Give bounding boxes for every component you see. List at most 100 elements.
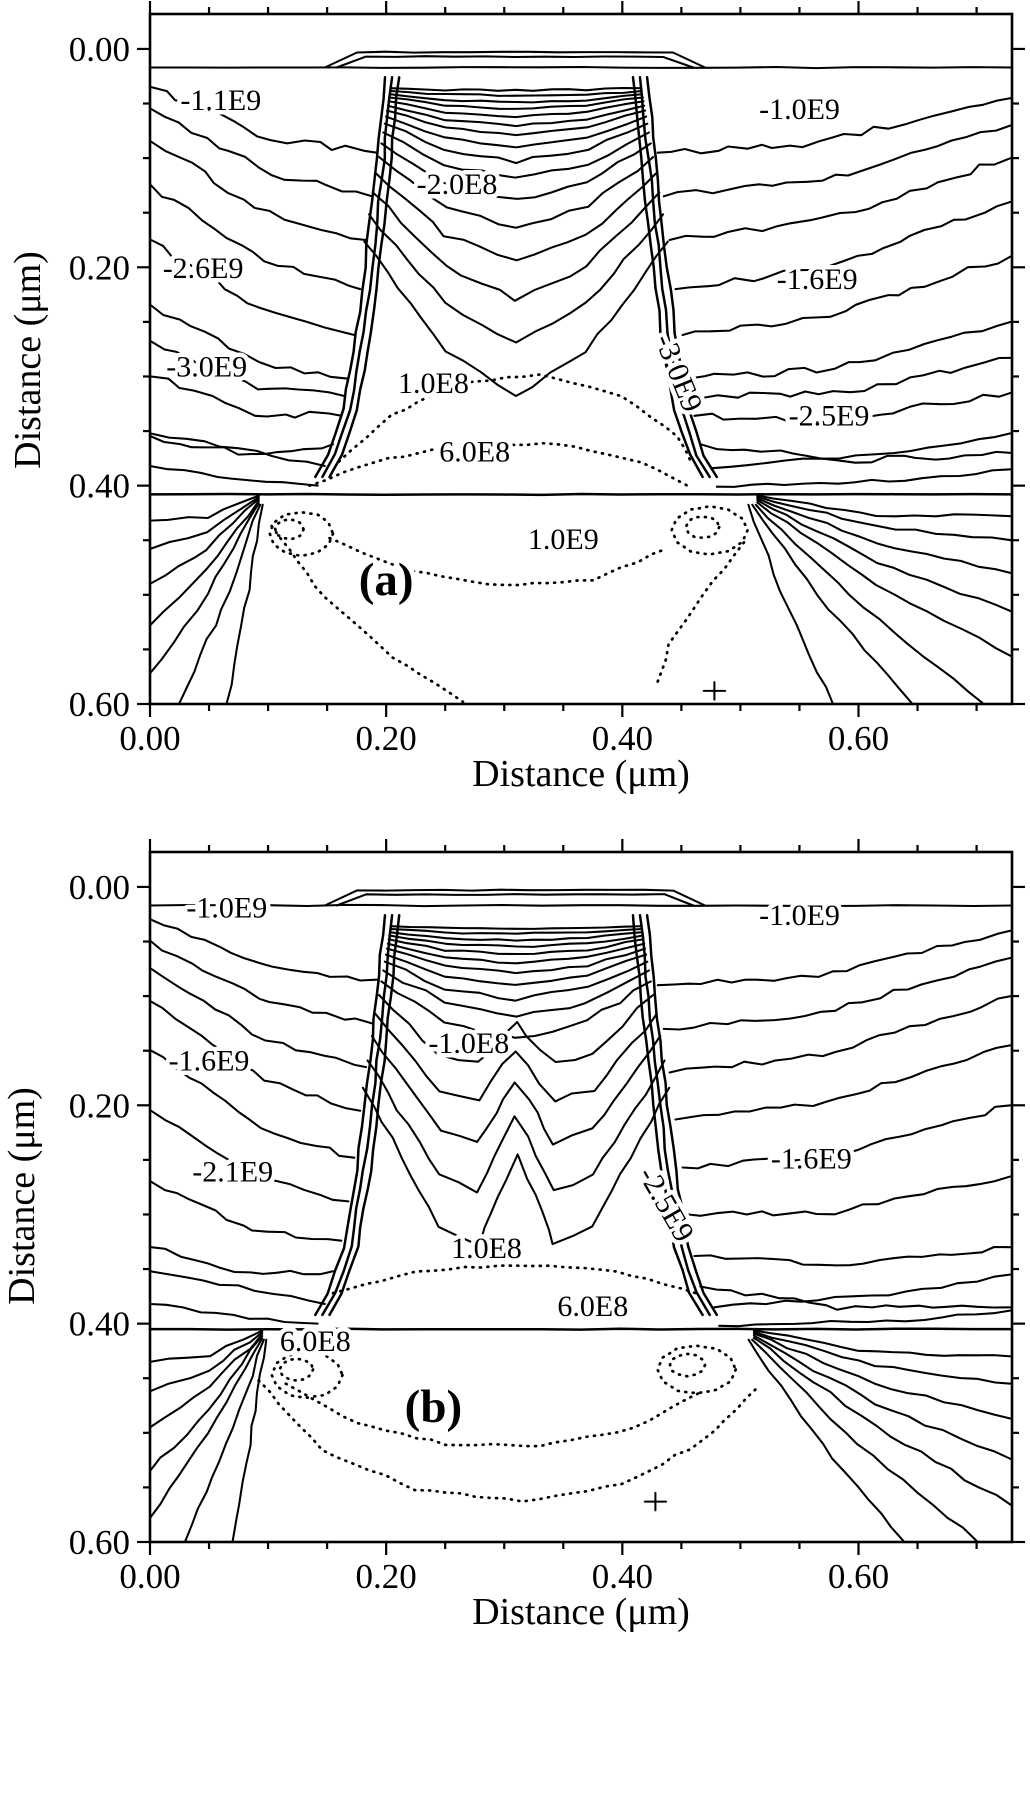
contour-line bbox=[386, 104, 646, 128]
contour-line bbox=[150, 435, 335, 456]
x-tick-label: 0.40 bbox=[592, 1557, 653, 1596]
contour-line bbox=[711, 432, 1012, 470]
contour-line bbox=[389, 925, 643, 930]
contour-line bbox=[150, 140, 368, 242]
contour-line bbox=[370, 1034, 662, 1146]
contour-line bbox=[387, 100, 645, 119]
contour-label: -2.6E9 bbox=[163, 252, 244, 285]
contour-line bbox=[148, 502, 260, 675]
contour-line-dotted bbox=[337, 373, 693, 463]
contour-line-dotted bbox=[270, 524, 465, 704]
contour-line-dotted bbox=[278, 1357, 315, 1382]
y-tick-label: 0.40 bbox=[69, 467, 130, 506]
x-tick-label: 0.40 bbox=[592, 719, 653, 758]
contour-line bbox=[363, 240, 669, 398]
contour-line bbox=[367, 213, 665, 344]
contour-line bbox=[384, 115, 648, 149]
contour-line bbox=[328, 914, 401, 1317]
contour-line bbox=[150, 375, 343, 419]
contour-line bbox=[747, 503, 834, 704]
contour-line bbox=[756, 499, 1012, 613]
contour-line bbox=[148, 1329, 264, 1363]
contour-line bbox=[383, 960, 649, 1002]
contour-line bbox=[752, 1336, 1012, 1506]
panel-letter: (a) bbox=[359, 554, 414, 606]
contour-line bbox=[754, 503, 984, 704]
contour-line bbox=[752, 1329, 1012, 1358]
contour-label: 1.0E9 bbox=[528, 523, 599, 556]
contour-label: -1.0E9 bbox=[759, 93, 840, 126]
contour-line bbox=[756, 495, 1012, 542]
contour-line bbox=[150, 238, 356, 337]
contour-line bbox=[371, 191, 661, 302]
contour-line bbox=[335, 893, 695, 907]
y-tick-label: 0.20 bbox=[69, 1086, 130, 1125]
plot-border bbox=[148, 12, 1014, 706]
contour-label: -1.0E9 bbox=[759, 899, 840, 932]
contour-line bbox=[150, 1109, 350, 1203]
contour-plot-a: 0.00 0.20 0.40 0.600.000.200.400.60-1.1E9-2… bbox=[69, 1, 1025, 758]
contour-line bbox=[751, 503, 913, 704]
contour-label: -3.0E9 bbox=[166, 351, 247, 384]
y-axis-label-b: Distance (μm) bbox=[1, 1087, 43, 1305]
x-tick-label: 0.60 bbox=[828, 719, 889, 758]
contour-line bbox=[148, 1332, 264, 1429]
panel-letter: (b) bbox=[405, 1381, 462, 1433]
contour-line bbox=[150, 1180, 343, 1242]
contour-line bbox=[150, 340, 346, 398]
contour-line bbox=[148, 1327, 1014, 1331]
contour-line bbox=[150, 1246, 335, 1276]
contour-line-dotted bbox=[328, 536, 668, 587]
contour-line bbox=[150, 184, 362, 291]
contour-line bbox=[387, 938, 645, 956]
contour-line bbox=[385, 109, 647, 137]
contour-line-dotted bbox=[684, 515, 721, 540]
contour-label: 6.0E8 bbox=[557, 1290, 628, 1323]
contour-line bbox=[385, 947, 647, 975]
contour-line bbox=[148, 1270, 326, 1306]
contour-line bbox=[314, 914, 387, 1317]
contour-line bbox=[150, 304, 350, 380]
y-tick-label: 0.60 bbox=[69, 685, 130, 724]
contour-line bbox=[148, 464, 319, 487]
contour-line bbox=[386, 942, 646, 965]
contour-line-dotted bbox=[668, 1352, 707, 1378]
contour-line bbox=[148, 903, 1014, 908]
contour-line bbox=[631, 76, 704, 479]
contour-line bbox=[335, 55, 695, 69]
x-tick-label: 0.60 bbox=[828, 1557, 889, 1596]
x-axis-label-b: Distance (μm) bbox=[472, 1591, 690, 1633]
contour-line bbox=[656, 929, 1012, 987]
contour-line bbox=[323, 888, 707, 907]
contour-label: -1.6E9 bbox=[777, 263, 858, 296]
contour-line bbox=[225, 503, 264, 704]
contour-line bbox=[384, 953, 648, 986]
contour-line bbox=[148, 65, 1014, 70]
contour-line bbox=[231, 1338, 268, 1542]
contour-line bbox=[674, 200, 1012, 291]
plot-border bbox=[148, 850, 1014, 1544]
contour-line bbox=[148, 432, 326, 468]
contour-line bbox=[148, 1302, 319, 1325]
contour-label: -1.0E9 bbox=[186, 892, 267, 925]
x-tick-label: 0.20 bbox=[356, 1557, 417, 1596]
contour-line bbox=[681, 1104, 1012, 1170]
contour-label: -1.0E8 bbox=[428, 1027, 509, 1060]
y-tick-label: 0.00 bbox=[69, 868, 130, 907]
contour-line bbox=[662, 956, 1012, 1031]
y-tick-label: 0.60 bbox=[69, 1523, 130, 1562]
contour-line bbox=[752, 1332, 1012, 1420]
contour-label: -1.1E9 bbox=[180, 84, 261, 117]
contour-line bbox=[656, 97, 1012, 155]
contour-line-dotted bbox=[670, 504, 749, 556]
contour-line bbox=[148, 499, 260, 627]
contour-line bbox=[148, 497, 260, 585]
contour-line bbox=[148, 1335, 264, 1473]
contour-line bbox=[638, 914, 711, 1317]
contour-label: -1.6E9 bbox=[771, 1143, 852, 1176]
y-tick-label: 0.20 bbox=[69, 248, 130, 287]
contour-line bbox=[321, 914, 394, 1317]
contour-line bbox=[388, 931, 644, 942]
contour-line-dotted bbox=[257, 1379, 760, 1503]
contour-line bbox=[718, 1309, 1012, 1328]
